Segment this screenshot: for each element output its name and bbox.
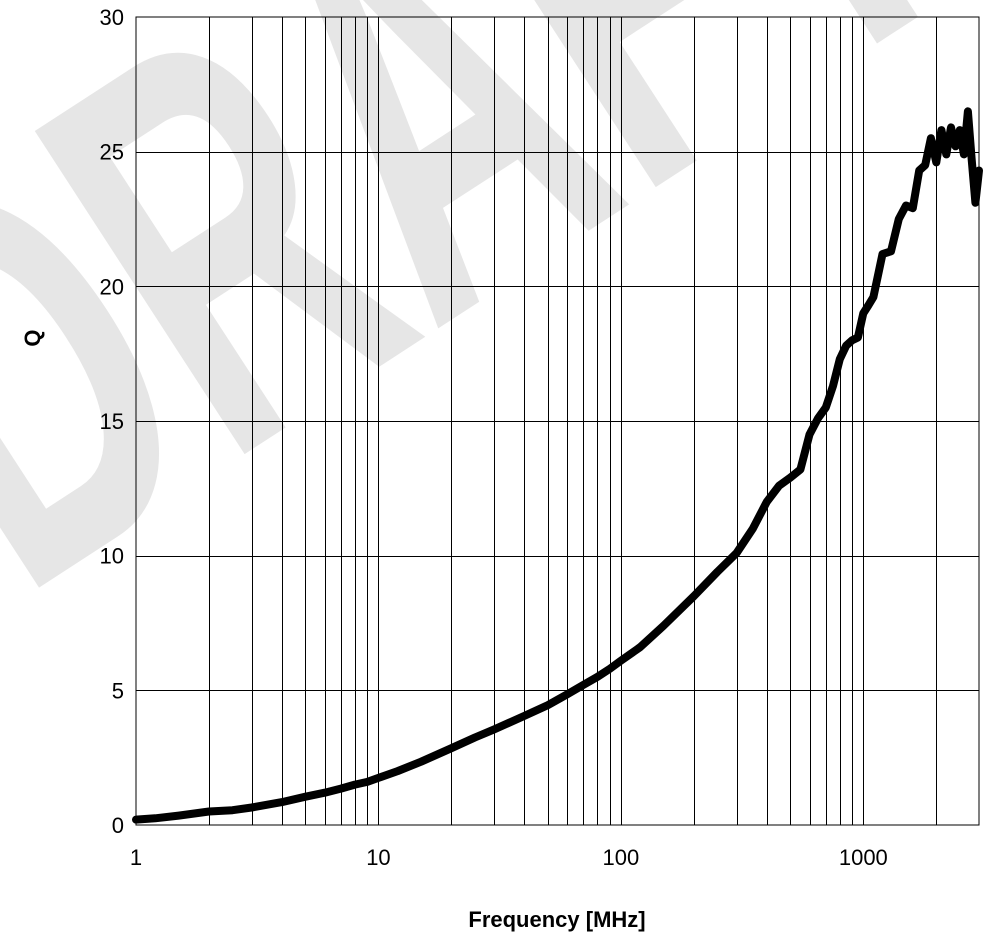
y-tick-label: 10 [100, 544, 124, 569]
x-tick-labels: 1 10 100 1000 [130, 845, 888, 870]
x-tick-label: 10 [366, 845, 390, 870]
y-tick-label: 20 [100, 274, 124, 299]
y-tick-label: 25 [100, 140, 124, 165]
watermark-text: DRAFT [0, 0, 987, 700]
draft-watermark: DRAFT [0, 0, 987, 700]
x-axis-title: Frequency [MHz] [468, 907, 645, 932]
y-tick-label: 5 [112, 678, 124, 703]
y-tick-labels: 0 5 10 15 20 25 30 [100, 5, 124, 838]
y-tick-label: 15 [100, 409, 124, 434]
y-tick-label: 30 [100, 5, 124, 30]
y-tick-label: 0 [112, 813, 124, 838]
plot-frame [135, 16, 980, 826]
x-tick-label: 100 [603, 845, 640, 870]
y-axis-title: Q [20, 329, 45, 346]
x-tick-label: 1000 [839, 845, 888, 870]
q-series-line [132, 107, 983, 824]
x-tick-label: 1 [130, 845, 142, 870]
